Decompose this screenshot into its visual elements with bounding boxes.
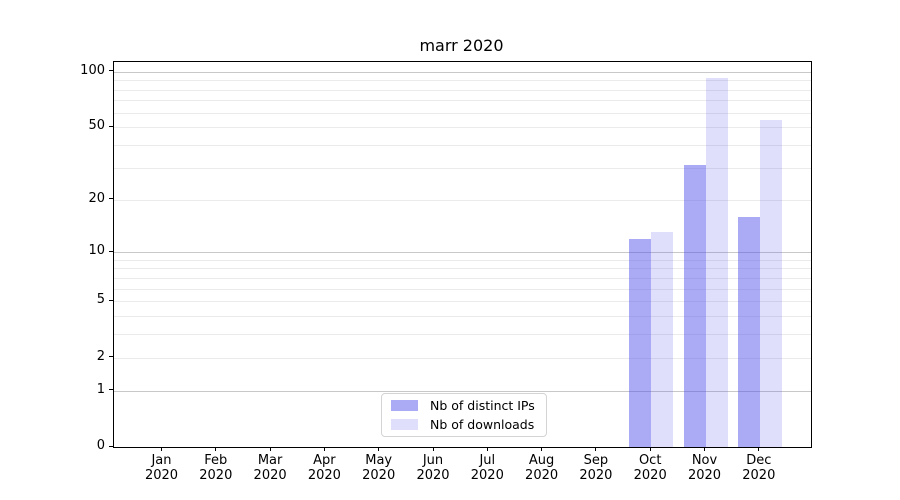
gridline-minor xyxy=(114,199,811,201)
y-tick-mark xyxy=(109,389,113,391)
legend-label-distinct-ips: Nb of distinct IPs xyxy=(430,397,535,413)
chart-title: marr 2020 xyxy=(419,36,504,55)
legend-item-distinct-ips: Nb of distinct IPs xyxy=(391,397,537,413)
gridline-minor xyxy=(114,100,811,102)
y-tick-label: 50 xyxy=(88,118,105,134)
x-tick-mark xyxy=(161,447,162,451)
y-tick-mark xyxy=(109,356,113,358)
x-tick-label: Apr 2020 xyxy=(307,453,341,483)
x-tick-label: Feb 2020 xyxy=(199,453,233,483)
y-tick-mark xyxy=(109,198,113,199)
gridline-major xyxy=(114,390,811,392)
legend-swatch-distinct-ips xyxy=(391,400,418,411)
x-tick-label: Jan 2020 xyxy=(144,453,179,483)
x-tick-label: Aug 2020 xyxy=(525,453,559,483)
gridline-minor xyxy=(114,145,811,147)
gridline-minor xyxy=(114,268,811,270)
bar-nb-of-distinct-ips xyxy=(683,165,706,447)
gridline-major xyxy=(114,252,811,254)
y-tick-mark xyxy=(109,70,113,72)
x-tick-mark xyxy=(269,447,271,451)
bar-nb-of-distinct-ips xyxy=(737,216,760,447)
legend-swatch-downloads xyxy=(391,419,418,430)
gridline-minor xyxy=(114,167,811,169)
bar-nb-of-downloads xyxy=(705,77,728,447)
y-tick-label: 0 xyxy=(96,438,105,453)
legend: Nb of distinct IPs Nb of downloads xyxy=(381,393,547,437)
gridline-minor xyxy=(114,80,811,82)
y-tick-label: 100 xyxy=(80,62,105,78)
x-tick-mark xyxy=(486,447,488,451)
x-tick-mark xyxy=(378,447,380,451)
x-tick-label: Nov 2020 xyxy=(687,453,722,483)
y-tick-label: 10 xyxy=(88,243,105,259)
gridline-minor xyxy=(114,89,811,91)
bar-nb-of-downloads xyxy=(759,119,782,447)
y-tick-label: 20 xyxy=(88,190,105,206)
x-tick-mark xyxy=(758,447,760,451)
gridline-minor xyxy=(114,277,811,279)
x-tick-mark xyxy=(323,447,325,451)
x-tick-mark xyxy=(215,447,217,451)
x-tick-label: Dec 2020 xyxy=(742,453,776,483)
gridline-minor xyxy=(114,127,811,129)
y-tick-label: 1 xyxy=(96,381,105,397)
y-tick-label: 2 xyxy=(96,348,105,364)
gridline-minor xyxy=(114,259,811,261)
gridline-major xyxy=(114,71,811,73)
y-tick-mark xyxy=(109,299,113,301)
gridline-minor xyxy=(114,316,811,318)
y-tick-mark xyxy=(109,250,113,252)
y-tick-mark xyxy=(109,445,113,447)
legend-item-downloads: Nb of downloads xyxy=(391,416,537,432)
x-tick-mark xyxy=(432,447,434,451)
x-tick-mark xyxy=(649,447,651,451)
x-tick-mark xyxy=(595,447,597,451)
gridline-minor xyxy=(114,357,811,359)
x-tick-label: Oct 2020 xyxy=(633,453,667,483)
x-tick-label: Mar 2020 xyxy=(253,453,287,483)
x-tick-label: May 2020 xyxy=(362,453,396,483)
gridline-minor xyxy=(114,301,811,303)
x-tick-label: Jun 2020 xyxy=(416,453,450,483)
gridline-minor xyxy=(114,112,811,114)
x-tick-label: Sep 2020 xyxy=(579,453,613,483)
bar-nb-of-downloads xyxy=(651,232,674,447)
gridline-minor xyxy=(114,288,811,290)
x-tick-mark xyxy=(704,447,705,451)
bar-nb-of-distinct-ips xyxy=(629,238,652,447)
x-tick-mark xyxy=(541,447,543,451)
x-tick-label: Jul 2020 xyxy=(470,453,504,483)
y-tick-mark xyxy=(109,125,113,127)
y-tick-label: 5 xyxy=(96,292,105,308)
legend-label-downloads: Nb of downloads xyxy=(430,416,535,432)
plot-area: Nb of distinct IPs Nb of downloads xyxy=(113,61,812,448)
gridline-minor xyxy=(114,334,811,336)
